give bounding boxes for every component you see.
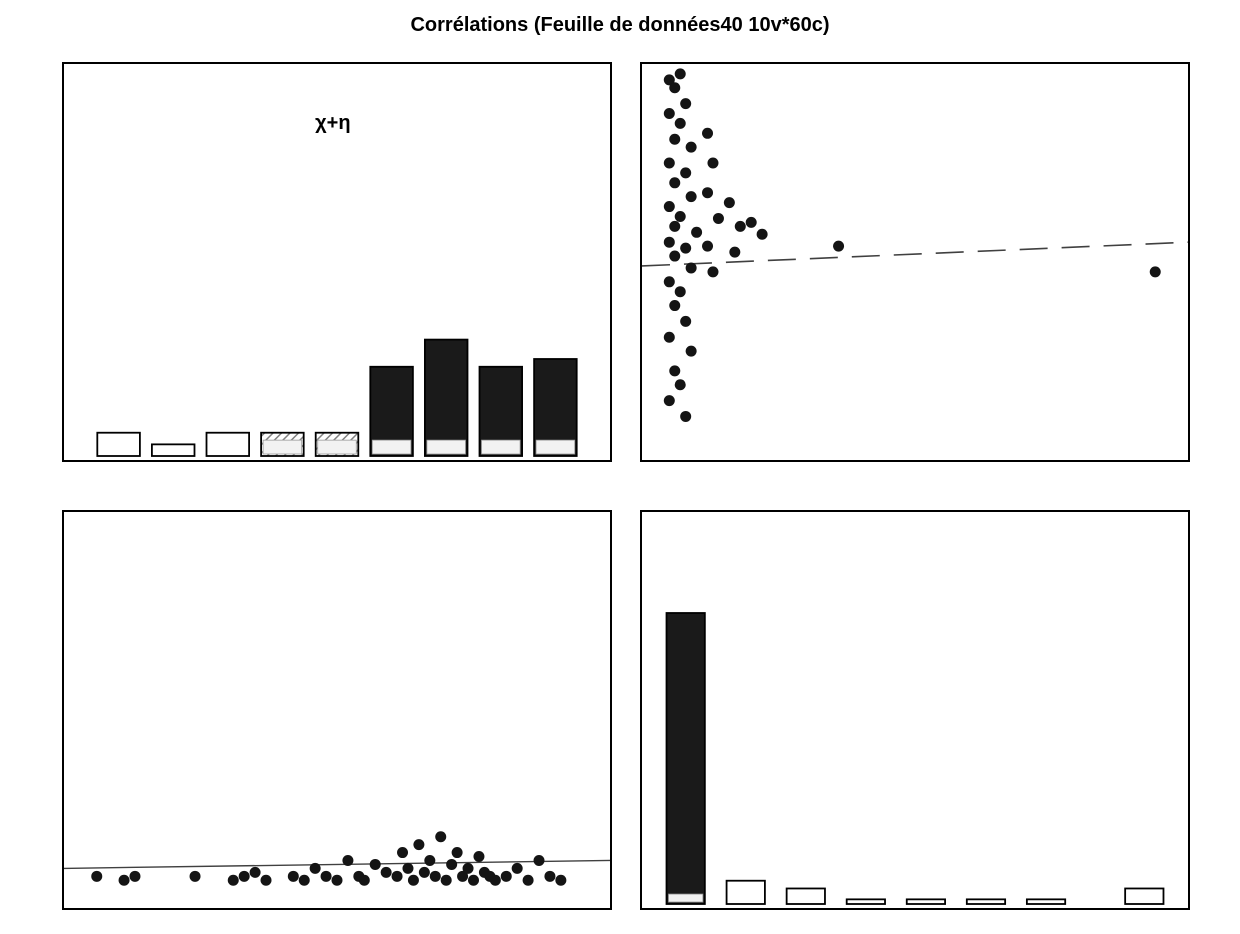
panel-top-left-histogram: χ+η <box>62 62 612 462</box>
chart-title: Corrélations (Feuille de données40 10v*6… <box>0 14 1240 37</box>
chart-canvas: Corrélations (Feuille de données40 10v*6… <box>0 0 1240 934</box>
panel-top-right-scatter <box>640 62 1190 462</box>
panel-bottom-right-histogram <box>640 510 1190 910</box>
panel-bottom-left-scatter <box>62 510 612 910</box>
variable-label: χ+η <box>315 112 350 135</box>
